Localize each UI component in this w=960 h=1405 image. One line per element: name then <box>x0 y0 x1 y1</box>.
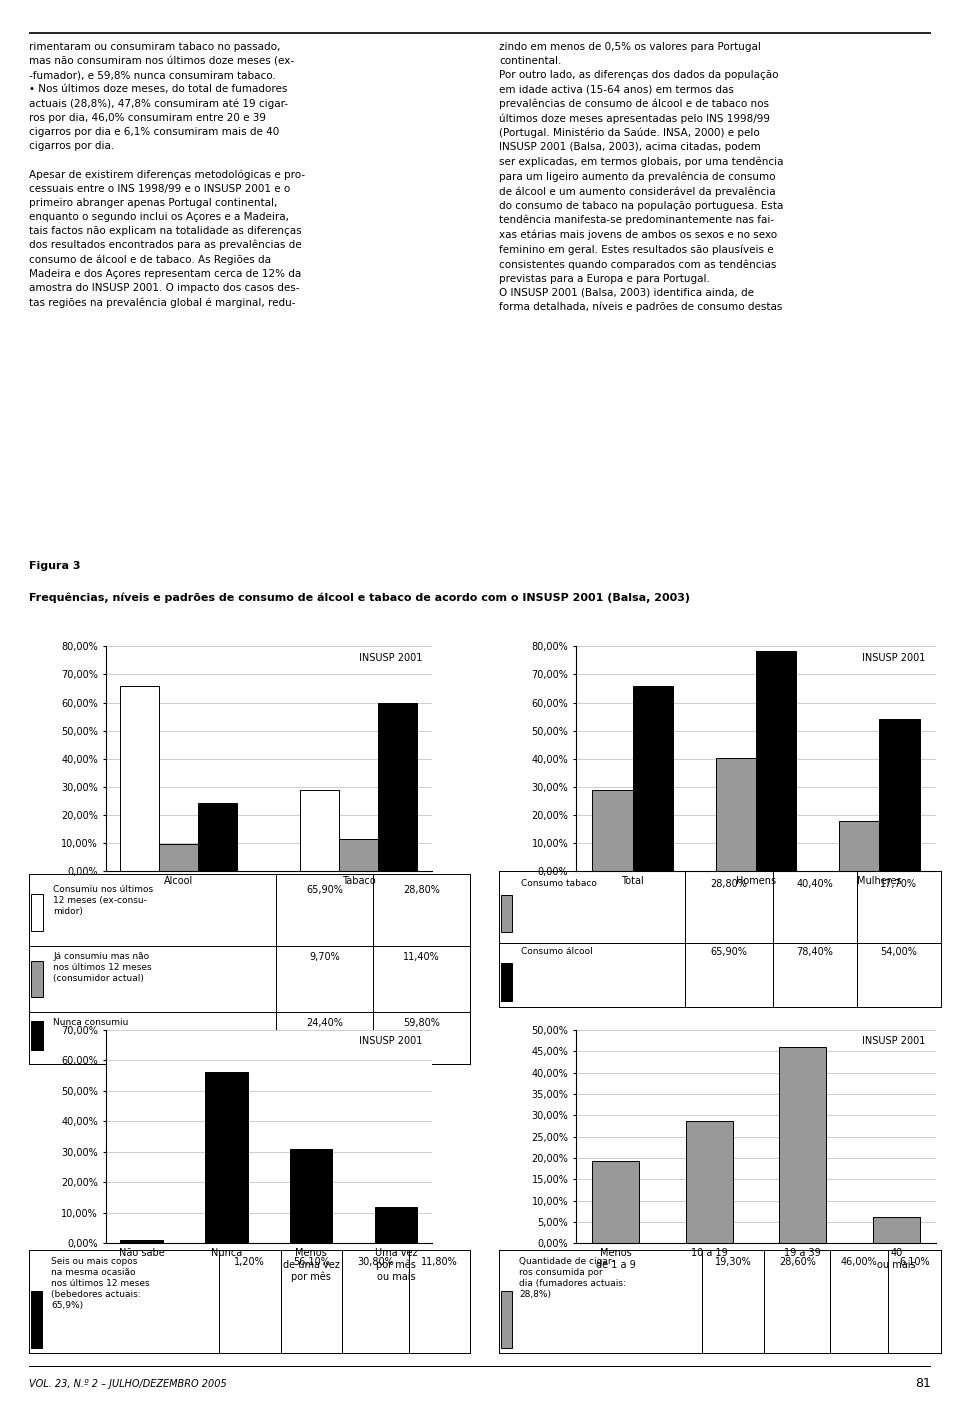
Bar <box>374 1207 418 1243</box>
Text: 17,70%: 17,70% <box>880 880 918 889</box>
Text: VOL. 23, N.º 2 – JULHO/DEZEMBRO 2005: VOL. 23, N.º 2 – JULHO/DEZEMBRO 2005 <box>29 1378 227 1390</box>
Text: INSUSP 2001: INSUSP 2001 <box>359 653 422 663</box>
FancyBboxPatch shape <box>501 1291 513 1347</box>
Bar <box>199 802 237 871</box>
Text: 11,80%: 11,80% <box>421 1256 458 1266</box>
Bar <box>120 1239 163 1243</box>
Bar <box>159 844 199 871</box>
Text: 54,00%: 54,00% <box>880 947 918 957</box>
Bar <box>378 702 418 871</box>
Text: 40,40%: 40,40% <box>797 880 833 889</box>
Bar <box>756 651 796 871</box>
Text: 78,40%: 78,40% <box>797 947 833 957</box>
Bar <box>592 790 633 871</box>
Text: 9,70%: 9,70% <box>309 951 340 961</box>
Text: Consumo tabaco: Consumo tabaco <box>521 880 597 888</box>
Text: Figura 3: Figura 3 <box>29 561 81 570</box>
Text: 30,80%: 30,80% <box>357 1256 394 1266</box>
Bar <box>879 719 920 871</box>
Bar <box>339 839 378 871</box>
Text: rimentaram ou consumiram tabaco no passado,
mas não consumiram nos últimos doze : rimentaram ou consumiram tabaco no passa… <box>29 42 305 308</box>
Text: zindo em menos de 0,5% os valores para Portugal
continental.
Por outro lado, as : zindo em menos de 0,5% os valores para P… <box>499 42 783 312</box>
FancyBboxPatch shape <box>31 1291 42 1347</box>
Text: Seis ou mais copos
na mesma ocasião
nos últimos 12 meses
(bebedores actuais:
65,: Seis ou mais copos na mesma ocasião nos … <box>51 1256 150 1309</box>
Text: 19,30%: 19,30% <box>715 1256 752 1266</box>
Text: 28,60%: 28,60% <box>779 1256 816 1266</box>
Text: 65,90%: 65,90% <box>710 947 747 957</box>
FancyBboxPatch shape <box>31 1021 43 1051</box>
Text: 11,40%: 11,40% <box>403 951 441 961</box>
Text: 24,40%: 24,40% <box>306 1019 343 1028</box>
Text: Frequências, níveis e padrões de consumo de álcool e tabaco de acordo com o INSU: Frequências, níveis e padrões de consumo… <box>29 593 690 604</box>
Text: Consumiu nos últimos
12 meses (ex-consu-
midor): Consumiu nos últimos 12 meses (ex-consu-… <box>53 885 154 916</box>
Text: Já consumiu mas não
nos últimos 12 meses
(consumidor actual): Já consumiu mas não nos últimos 12 meses… <box>53 951 152 983</box>
Text: 59,80%: 59,80% <box>403 1019 441 1028</box>
Text: 65,90%: 65,90% <box>306 885 343 895</box>
FancyBboxPatch shape <box>31 895 43 930</box>
FancyBboxPatch shape <box>501 962 513 1000</box>
Bar <box>633 686 673 871</box>
Bar <box>300 790 339 871</box>
Text: 28,80%: 28,80% <box>403 885 441 895</box>
Bar <box>716 757 756 871</box>
Text: 6,10%: 6,10% <box>899 1256 929 1266</box>
Text: 56,10%: 56,10% <box>293 1256 330 1266</box>
Bar <box>290 1149 332 1243</box>
Bar <box>780 1047 827 1243</box>
Text: 81: 81 <box>915 1377 931 1391</box>
FancyBboxPatch shape <box>31 961 43 998</box>
Text: Quantidade de cigar-
ros consumida por
dia (fumadores actuais:
28,8%): Quantidade de cigar- ros consumida por d… <box>519 1256 626 1298</box>
FancyBboxPatch shape <box>501 895 513 933</box>
Bar <box>685 1121 732 1243</box>
Text: 46,00%: 46,00% <box>841 1256 877 1266</box>
Bar <box>205 1072 248 1243</box>
Bar <box>592 1161 639 1243</box>
Text: Consumo álcool: Consumo álcool <box>521 947 593 957</box>
Text: 1,20%: 1,20% <box>234 1256 265 1266</box>
Text: INSUSP 2001: INSUSP 2001 <box>862 1037 925 1047</box>
Text: Nunca consumiu: Nunca consumiu <box>53 1019 129 1027</box>
Text: 28,80%: 28,80% <box>710 880 747 889</box>
Bar <box>873 1217 920 1243</box>
Text: INSUSP 2001: INSUSP 2001 <box>862 653 925 663</box>
Text: INSUSP 2001: INSUSP 2001 <box>359 1037 422 1047</box>
Bar <box>839 822 879 871</box>
Bar <box>120 686 159 871</box>
